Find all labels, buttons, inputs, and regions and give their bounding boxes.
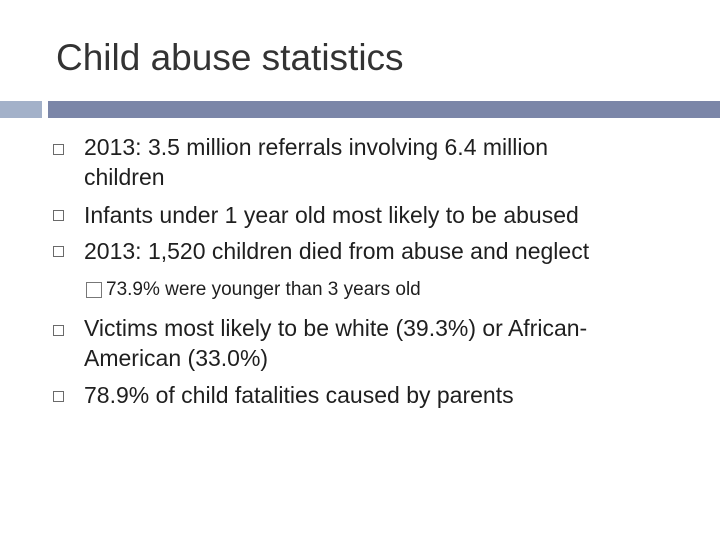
bullet-item: 2013: 3.5 million referrals involving 6.…: [84, 132, 548, 192]
bullet-line: 2013: 3.5 million referrals involving 6.…: [84, 134, 549, 160]
bullet-item: 78.9% of child fatalities caused by pare…: [84, 380, 514, 410]
title-divider-left: [0, 101, 42, 118]
bullet-square-icon: [53, 246, 64, 257]
bullet-square-icon: [53, 391, 64, 402]
bullet-line: Victims most likely to be white (39.3%) …: [84, 315, 588, 341]
bullet-item: Victims most likely to be white (39.3%) …: [84, 313, 587, 373]
bullet-line: 78.9% of child fatalities caused by pare…: [84, 382, 514, 408]
sub-bullet-square-icon: [86, 282, 102, 298]
bullet-item: Infants under 1 year old most likely to …: [84, 200, 579, 230]
bullet-square-icon: [53, 144, 64, 155]
bullet-line: American (33.0%): [84, 345, 269, 371]
bullet-item: 2013: 1,520 children died from abuse and…: [84, 236, 589, 266]
sub-bullet-item: 73.9% were younger than 3 years old: [106, 279, 421, 300]
bullet-line: 2013: 1,520 children died from abuse and…: [84, 238, 590, 264]
bullet-square-icon: [53, 325, 64, 336]
bullet-line: Infants under 1 year old most likely to …: [84, 202, 579, 228]
bullet-line: children: [84, 164, 165, 190]
title-divider-right: [48, 101, 720, 118]
bullet-square-icon: [53, 210, 64, 221]
slide-title: Child abuse statistics: [56, 37, 404, 78]
